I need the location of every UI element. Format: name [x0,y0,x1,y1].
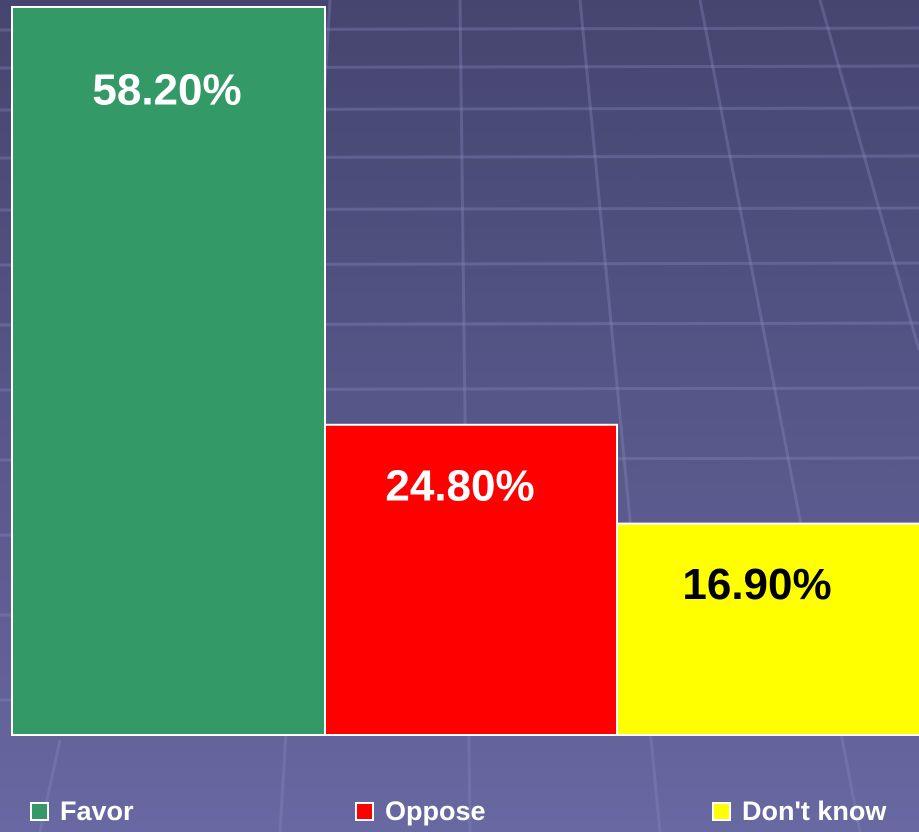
data-label: 16.90% [682,560,831,609]
legend-label: Favor [60,796,134,826]
legend-swatch [355,802,374,821]
legend-label: Don't know [742,796,887,826]
legend-swatch [30,802,49,821]
data-label: 58.20% [92,66,241,115]
bar [11,6,326,736]
legend-swatch [712,802,731,821]
legend-label: Oppose [385,796,486,826]
bar [616,522,919,736]
data-label: 24.80% [385,461,534,510]
